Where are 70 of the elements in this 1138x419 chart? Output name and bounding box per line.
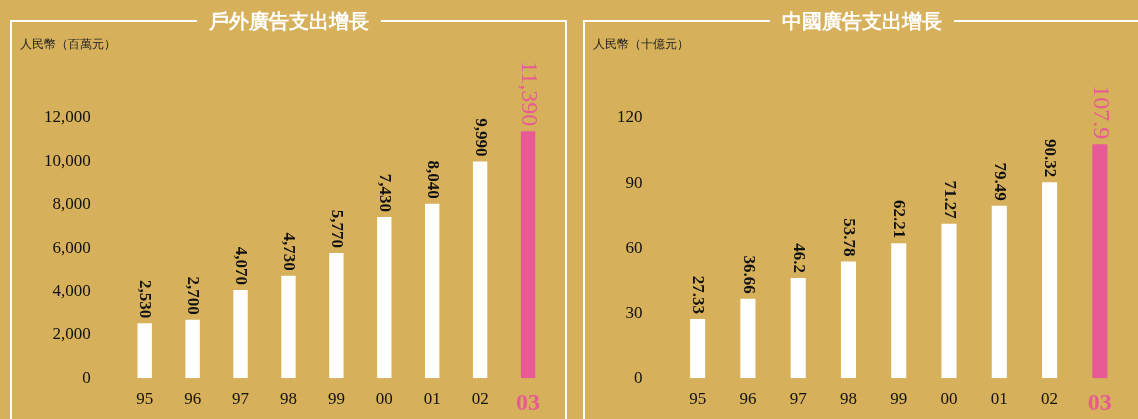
bar — [137, 323, 152, 379]
x-tick-label: 00 — [940, 388, 958, 408]
y-tick-label: 10,000 — [44, 150, 91, 170]
bar — [472, 161, 488, 379]
bar — [185, 319, 200, 379]
data-label: 27.33 — [689, 275, 709, 314]
data-label: 2,700 — [184, 276, 204, 315]
data-label: 7,430 — [375, 173, 395, 213]
x-tick-label: 97 — [232, 388, 250, 408]
bar — [281, 275, 296, 379]
data-label: 8,040 — [423, 160, 443, 199]
y-tick-label: 0 — [634, 367, 643, 387]
x-tick-label: 99 — [890, 388, 908, 408]
bar — [377, 217, 392, 379]
bar — [941, 223, 957, 379]
y-tick-label: 90 — [625, 172, 643, 192]
data-label: 107.9 — [1088, 85, 1115, 140]
y-tick-label: 8,000 — [52, 194, 91, 214]
data-label: 53.78 — [840, 218, 860, 257]
y-tick-label: 120 — [617, 107, 643, 127]
data-label: 62.21 — [890, 200, 910, 239]
y-tick-label: 30 — [625, 302, 643, 322]
y-tick-label: 6,000 — [52, 237, 91, 257]
x-tick-label: 95 — [689, 388, 707, 408]
x-tick-label: 96 — [739, 388, 757, 408]
y-tick-label: 2,000 — [52, 324, 91, 344]
chart-title: 中國廣告支出增長 — [769, 9, 954, 33]
bar — [690, 318, 706, 379]
x-tick-label: 95 — [136, 388, 154, 408]
bar — [891, 243, 907, 379]
y-axis-title: 人民幣（百萬元） — [20, 36, 116, 53]
bar — [840, 261, 857, 379]
x-tick-label: 02 — [471, 388, 489, 408]
data-label: 5,770 — [327, 209, 347, 249]
x-tick-label: 98 — [839, 388, 857, 408]
bar — [520, 131, 536, 379]
x-tick-label: 02 — [1041, 388, 1059, 408]
data-label: 71.27 — [940, 180, 960, 220]
data-label: 11,390 — [516, 61, 543, 127]
x-tick-label: 97 — [789, 388, 808, 408]
data-label: 36.66 — [739, 255, 759, 294]
data-label: 4,730 — [280, 232, 300, 271]
x-tick-label: 01 — [990, 388, 1008, 408]
data-label: 2,530 — [136, 280, 156, 319]
y-tick-label: 0 — [82, 367, 91, 387]
x-tick-label: 00 — [375, 388, 393, 408]
data-label: 46.2 — [789, 243, 809, 274]
bar — [425, 203, 440, 379]
x-tick-label: 03 — [516, 388, 541, 415]
y-tick-label: 12,000 — [44, 107, 91, 127]
data-label: 79.49 — [990, 162, 1010, 201]
x-tick-label: 03 — [1087, 388, 1112, 415]
bar — [790, 278, 806, 379]
x-tick-label: 96 — [184, 388, 202, 408]
bar — [1042, 182, 1058, 379]
data-label: 4,070 — [232, 246, 252, 285]
chart-title: 戶外廣告支出增長 — [196, 9, 381, 33]
y-tick-label: 60 — [625, 237, 643, 257]
data-label: 9,990 — [471, 118, 491, 157]
bar — [1092, 144, 1108, 379]
x-tick-label: 99 — [327, 388, 345, 408]
y-tick-label: 4,000 — [52, 280, 91, 300]
data-label: 90.32 — [1041, 139, 1061, 178]
bar — [740, 298, 756, 379]
x-tick-label: 98 — [279, 388, 297, 408]
x-tick-label: 01 — [423, 388, 441, 408]
bar — [329, 253, 344, 379]
bar — [991, 205, 1007, 379]
bar — [233, 289, 248, 379]
y-axis-title: 人民幣（十億元） — [593, 36, 689, 53]
